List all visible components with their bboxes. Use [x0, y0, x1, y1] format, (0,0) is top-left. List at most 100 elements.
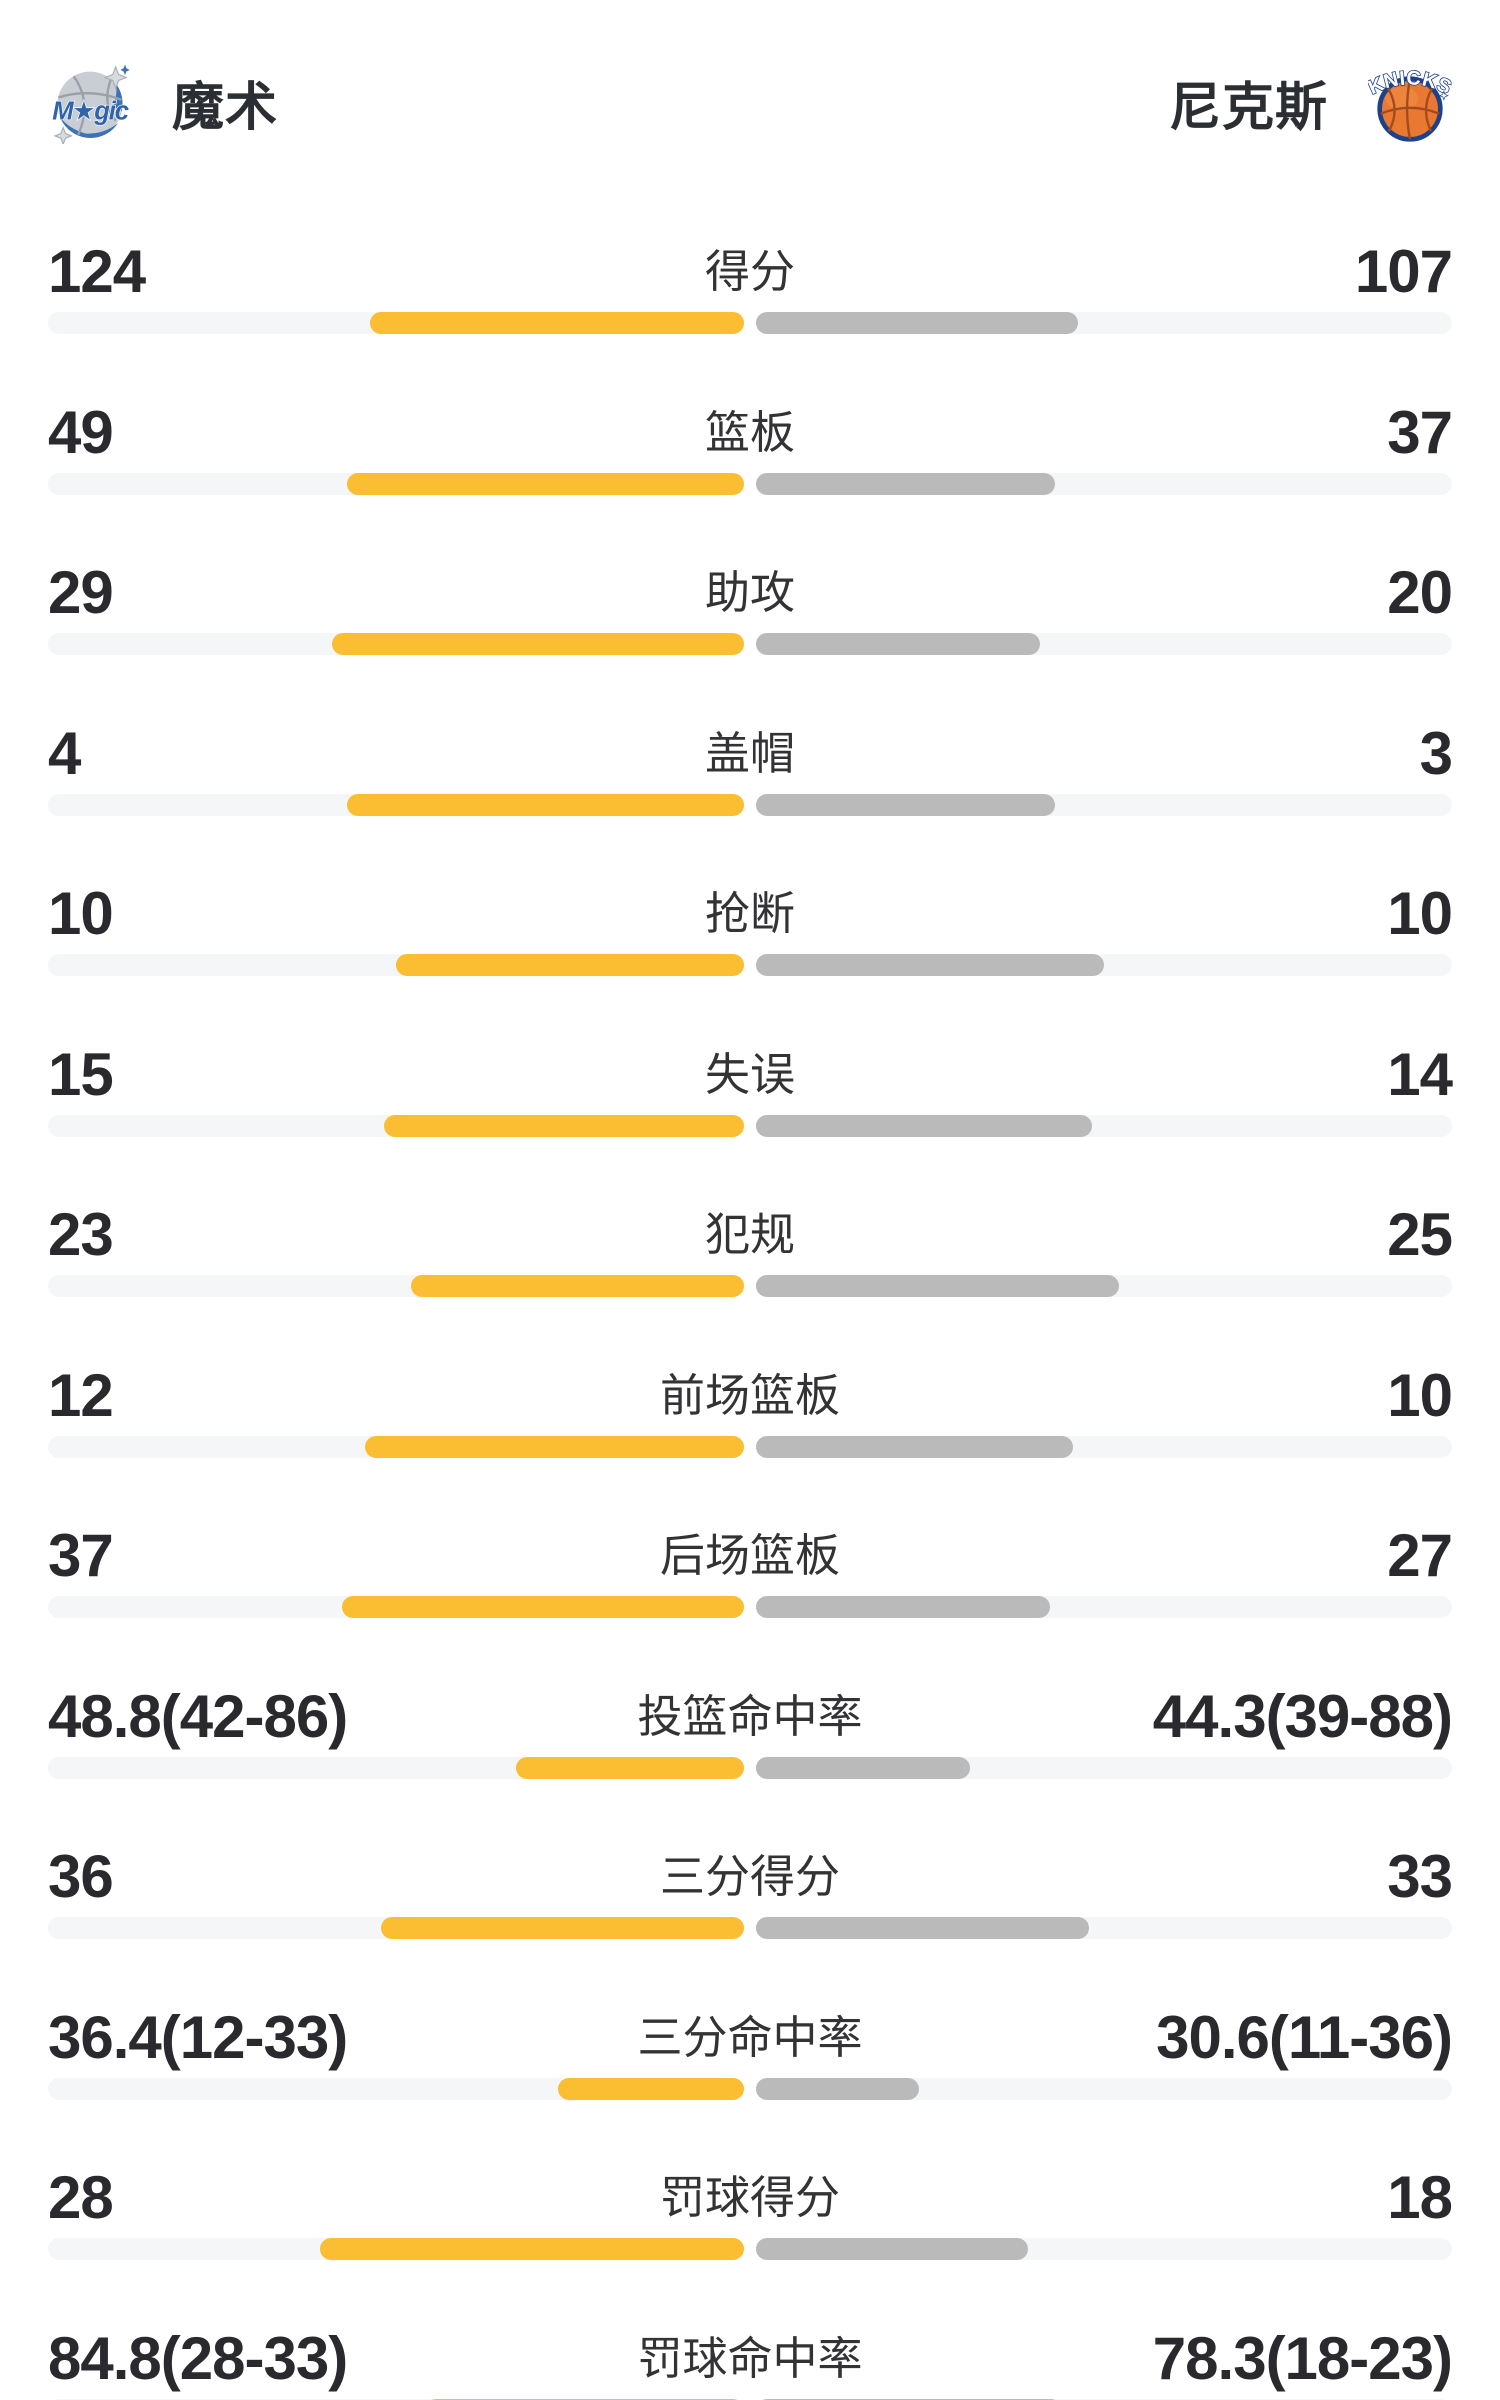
stat-label: 三分得分 [659, 1851, 841, 1902]
home-team-name: 魔术 [172, 78, 279, 137]
away-bar-fill [756, 1917, 1089, 1939]
away-value: 10 [1387, 880, 1453, 947]
home-bar-fill [558, 2077, 744, 2100]
away-value: 30.6(11-36) [1156, 2003, 1453, 2071]
home-value: 36 [48, 1843, 114, 1910]
home-bar-fill [346, 793, 744, 816]
away-bar-fill [756, 954, 1104, 976]
stat-bar [48, 793, 1452, 816]
home-value: 29 [48, 559, 114, 626]
away-value: 3 [1419, 719, 1453, 787]
home-bar-fill [396, 954, 744, 976]
home-value: 49 [48, 398, 114, 466]
home-bar-fill [331, 633, 744, 655]
away-value: 107 [1354, 238, 1453, 305]
away-value: 20 [1387, 559, 1453, 626]
stat-row-three-point-pct: 36.4(12-33) 三分命中率 30.6(11-36) [48, 1966, 1453, 2127]
stat-bar [48, 1435, 1452, 1458]
stat-bar [48, 1114, 1452, 1137]
stat-row-three-point-points: 36 三分得分 33 [48, 1805, 1453, 1966]
stat-label: 篮板 [704, 406, 796, 458]
stat-bar [48, 2077, 1452, 2100]
stat-row-rebounds: 49 篮板 37 [48, 361, 1453, 522]
home-bar-fill [410, 1275, 744, 1297]
stat-label: 罚球得分 [659, 2172, 841, 2223]
home-value: 48.8(42-86) [48, 1682, 348, 1750]
stat-bar [48, 312, 1452, 334]
away-bar-fill [756, 2398, 1062, 2400]
away-bar-fill [756, 633, 1040, 655]
stat-row-free-throw-points: 28 罚球得分 18 [48, 2126, 1453, 2287]
stat-label: 助攻 [704, 567, 796, 618]
away-value: 33 [1387, 1843, 1453, 1910]
stat-row-points: 124 得分 107 [48, 200, 1453, 361]
away-value: 25 [1387, 1201, 1453, 1268]
stat-label: 得分 [704, 246, 796, 297]
away-bar-fill [756, 472, 1056, 495]
home-bar-fill [364, 1435, 744, 1458]
home-value: 37 [48, 1522, 114, 1589]
away-team-header[interactable]: 尼克斯 KNICKS [1169, 60, 1452, 144]
stat-bar [48, 1275, 1452, 1297]
stat-bar [48, 472, 1452, 495]
stat-row-defensive-rebounds: 37 后场篮板 27 [48, 1484, 1453, 1645]
home-value: 28 [48, 2164, 114, 2231]
stat-label: 前场篮板 [659, 1369, 841, 1421]
stat-row-fouls: 23 犯规 25 [48, 1163, 1453, 1324]
stat-bar [48, 1756, 1452, 1779]
home-bar-fill [347, 472, 744, 495]
stat-label: 抢断 [704, 888, 796, 939]
stat-bar [48, 2238, 1452, 2260]
home-bar-fill [424, 2398, 744, 2400]
stat-bar [48, 633, 1452, 655]
away-value: 10 [1387, 1361, 1453, 1429]
match-header: M★gic 魔术 尼克斯 KNICKS [48, 40, 1452, 164]
home-bar-fill [380, 1917, 744, 1939]
away-bar-fill [756, 793, 1055, 816]
stat-label: 三分命中率 [637, 2011, 863, 2063]
away-bar-fill [756, 1114, 1093, 1137]
away-bar-fill [756, 1435, 1073, 1458]
away-value: 27 [1387, 1522, 1453, 1589]
home-value: 84.8(28-33) [48, 2324, 348, 2392]
home-bar-fill [320, 2238, 744, 2260]
home-value: 36.4(12-33) [48, 2003, 348, 2071]
home-value: 4 [48, 719, 81, 787]
stat-bar [48, 1596, 1452, 1618]
home-bar-fill [515, 1756, 744, 1779]
home-bar-fill [341, 1596, 744, 1618]
home-bar-fill [370, 312, 744, 334]
away-value: 37 [1387, 398, 1453, 466]
magic-logo-icon: M★gic [52, 64, 131, 144]
stat-row-free-throw-pct: 84.8(28-33) 罚球命中率 78.3(18-23) [48, 2287, 1453, 2400]
stat-row-field-goal-pct: 48.8(42-86) 投篮命中率 44.3(39-88) [48, 1645, 1453, 1806]
home-value: 12 [48, 1361, 114, 1429]
home-team-header[interactable]: M★gic 魔术 [48, 60, 278, 144]
stat-label: 投篮命中率 [637, 1690, 863, 1742]
away-bar-fill [756, 312, 1079, 334]
home-value: 15 [48, 1040, 114, 1108]
stat-row-blocks: 4 盖帽 3 [48, 682, 1453, 843]
home-bar-fill [384, 1114, 744, 1137]
svg-text:M★gic: M★gic [52, 98, 129, 126]
stat-row-steals: 10 抢断 10 [48, 842, 1453, 1003]
away-value: 78.3(18-23) [1152, 2324, 1453, 2392]
away-bar-fill [756, 2238, 1029, 2260]
away-bar-fill [756, 1275, 1119, 1297]
away-bar-fill [756, 1756, 970, 1779]
home-value: 10 [48, 880, 114, 947]
away-value: 44.3(39-88) [1152, 1682, 1453, 1750]
stats-comparison-list: 124 得分 107 49 篮板 37 29 助攻 20 [0, 200, 1500, 2400]
stat-row-assists: 29 助攻 20 [48, 521, 1453, 682]
away-team-name: 尼克斯 [1168, 78, 1328, 137]
stat-label: 失误 [704, 1048, 796, 1100]
stat-label: 盖帽 [704, 727, 796, 779]
stat-label: 犯规 [704, 1209, 796, 1260]
stat-row-turnovers: 15 失误 14 [48, 1003, 1453, 1164]
stat-bar [48, 1917, 1452, 1939]
away-value: 18 [1387, 2164, 1453, 2231]
stat-bar [48, 2398, 1452, 2400]
home-value: 124 [48, 238, 146, 305]
stat-row-offensive-rebounds: 12 前场篮板 10 [48, 1324, 1453, 1485]
knicks-logo-icon: KNICKS [1368, 66, 1452, 142]
